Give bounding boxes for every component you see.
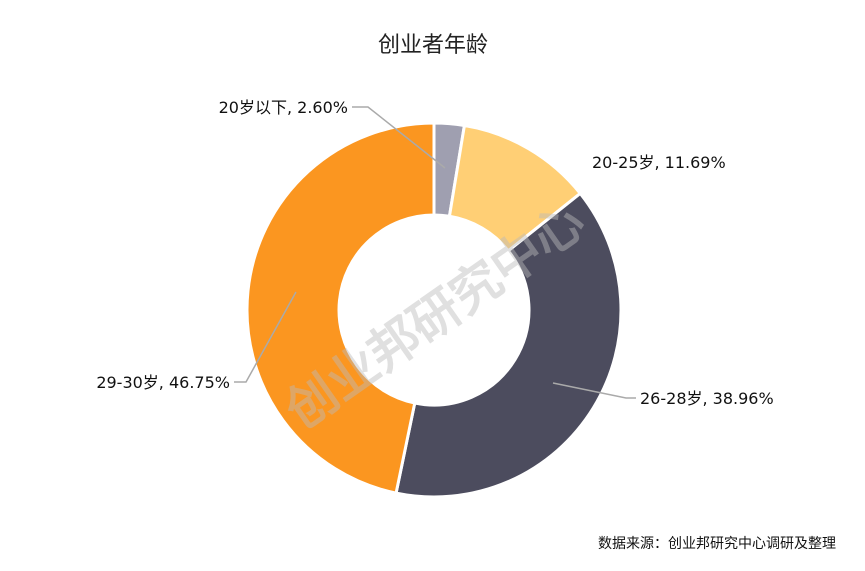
donut-slice-3	[245, 121, 436, 495]
chart-title: 创业者年龄	[378, 33, 488, 58]
leader-line-2	[552, 382, 636, 399]
data-label-0: 20岁以下, 2.60%	[219, 98, 348, 117]
data-label-1: 20-25岁, 11.69%	[592, 153, 726, 172]
data-label-2: 26-28岁, 38.96%	[640, 389, 774, 408]
leader-line-0	[352, 106, 446, 169]
data-label-3: 29-30岁, 46.75%	[96, 373, 230, 392]
source-note: 数据来源：创业邦研究中心调研及整理	[598, 536, 836, 552]
donut-slice-2	[394, 191, 623, 499]
leader-line-3	[234, 291, 297, 383]
